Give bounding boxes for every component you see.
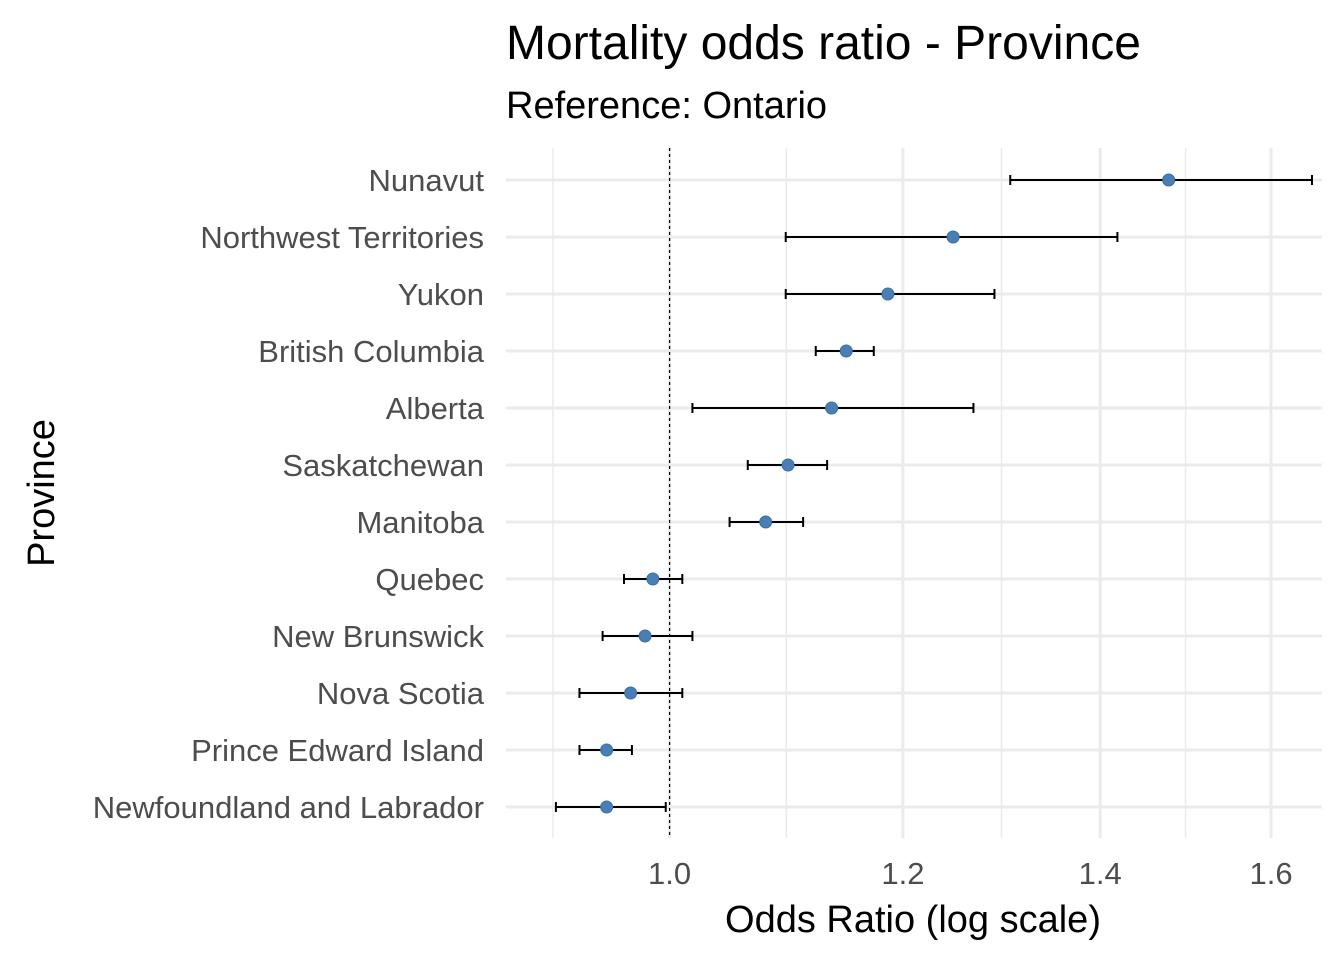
y-axis-title: Province: [21, 419, 63, 567]
y-tick-label: Yukon: [398, 277, 484, 312]
data-point: [946, 230, 960, 244]
x-axis-title: Odds Ratio (log scale): [725, 899, 1101, 941]
data-point: [881, 287, 895, 301]
data-point: [624, 686, 638, 700]
y-tick-label: Newfoundland and Labrador: [93, 790, 484, 825]
x-axis-tick-labels: 1.0 1.2 1.4 1.6: [648, 856, 1293, 891]
data-point: [638, 629, 652, 643]
data-point: [600, 800, 614, 814]
x-tick-label: 1.2: [881, 856, 924, 891]
point-estimates: [600, 173, 1176, 814]
y-tick-label: Northwest Territories: [200, 220, 484, 255]
y-tick-label: New Brunswick: [272, 619, 484, 654]
data-point: [600, 743, 614, 757]
y-tick-label: Alberta: [386, 391, 485, 426]
data-point: [839, 344, 853, 358]
x-tick-label: 1.6: [1249, 856, 1292, 891]
data-point: [759, 515, 773, 529]
y-axis-tick-labels: Nunavut Northwest Territories Yukon British…: [93, 163, 485, 825]
y-tick-label: Nunavut: [369, 163, 485, 198]
data-point: [825, 401, 839, 415]
y-tick-label: Prince Edward Island: [191, 733, 484, 768]
y-tick-label: Quebec: [375, 562, 484, 597]
y-tick-label: British Columbia: [258, 334, 484, 369]
grid-lines: [506, 148, 1322, 838]
y-tick-label: Nova Scotia: [317, 676, 485, 711]
chart-title: Mortality odds ratio - Province: [506, 17, 1141, 70]
data-point: [781, 458, 795, 472]
x-tick-label: 1.0: [648, 856, 691, 891]
data-point: [1162, 173, 1176, 187]
error-bar: [1009, 175, 1313, 185]
y-tick-label: Saskatchewan: [282, 448, 484, 483]
y-tick-label: Manitoba: [356, 505, 484, 540]
data-point: [646, 572, 660, 586]
x-tick-label: 1.4: [1079, 856, 1122, 891]
chart-subtitle: Reference: Ontario: [506, 85, 827, 127]
